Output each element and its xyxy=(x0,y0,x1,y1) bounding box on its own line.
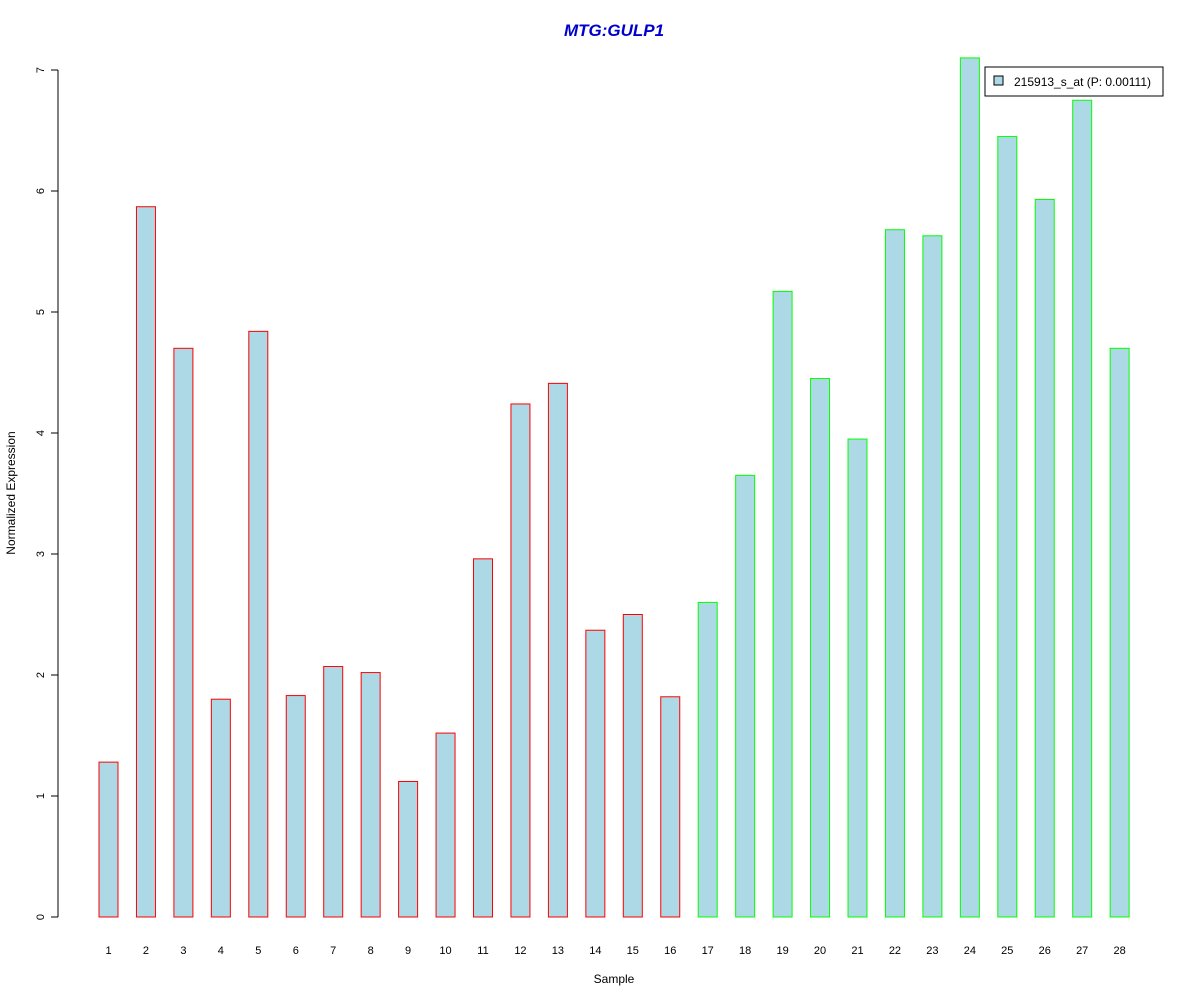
y-tick-label: 6 xyxy=(35,188,47,194)
x-tick-label: 17 xyxy=(702,945,714,957)
chart-title: MTG:GULP1 xyxy=(564,21,664,40)
bar-sample-8 xyxy=(360,672,381,918)
bar-sample-14 xyxy=(585,629,606,918)
x-axis-label: Sample xyxy=(594,972,635,986)
bars-group xyxy=(98,57,1130,918)
y-tick-label: 5 xyxy=(35,309,47,315)
x-tick-label: 13 xyxy=(552,945,564,957)
y-axis-label: Normalized Expression xyxy=(4,431,18,554)
bar-sample-13 xyxy=(547,382,568,918)
x-tick-label: 20 xyxy=(814,945,826,957)
bar-sample-9 xyxy=(398,780,419,918)
x-tick-label: 5 xyxy=(255,945,261,957)
bar-sample-17 xyxy=(697,601,718,918)
bar-sample-26 xyxy=(1034,198,1055,918)
y-tick-label: 1 xyxy=(35,793,47,799)
x-tick-label: 9 xyxy=(405,945,411,957)
y-tick-label: 7 xyxy=(35,67,47,73)
x-tick-label: 15 xyxy=(627,945,639,957)
bar-sample-4 xyxy=(210,698,231,918)
x-tick-label: 16 xyxy=(664,945,676,957)
x-tick-label: 19 xyxy=(776,945,788,957)
bar-sample-15 xyxy=(622,614,643,918)
x-tick-label: 24 xyxy=(964,945,976,957)
x-tick-label: 14 xyxy=(589,945,601,957)
x-tick-label: 26 xyxy=(1039,945,1051,957)
bar-sample-18 xyxy=(735,474,756,918)
bar-sample-12 xyxy=(510,403,531,918)
legend-label: 215913_s_at (P: 0.00111) xyxy=(1014,75,1151,89)
legend-box xyxy=(984,66,1164,97)
x-tick-label: 25 xyxy=(1001,945,1013,957)
y-tick-label: 4 xyxy=(35,430,47,436)
x-tick-label: 11 xyxy=(477,945,488,957)
bar-sample-24 xyxy=(959,57,980,918)
y-axis: 0 1 2 3 4 5 6 7 xyxy=(35,67,59,920)
bar-sample-25 xyxy=(997,136,1018,918)
x-tick-label: 1 xyxy=(105,945,111,957)
bar-sample-16 xyxy=(660,696,681,918)
bar-sample-11 xyxy=(473,558,493,918)
x-tick-label: 2 xyxy=(143,945,149,957)
bar-sample-28 xyxy=(1109,347,1130,918)
x-tick-label: 28 xyxy=(1114,945,1126,957)
x-tick-label: 10 xyxy=(439,945,451,957)
bar-sample-6 xyxy=(285,695,306,918)
bar-sample-7 xyxy=(323,666,344,918)
y-tick-label: 3 xyxy=(35,551,47,557)
x-tick-label: 18 xyxy=(739,945,751,957)
bar-sample-20 xyxy=(810,378,831,918)
x-tick-label: 27 xyxy=(1076,945,1088,957)
bar-sample-21 xyxy=(847,438,868,918)
bar-sample-10 xyxy=(435,732,456,918)
y-tick-label: 2 xyxy=(35,672,47,678)
bar-sample-5 xyxy=(248,330,269,918)
x-tick-label: 7 xyxy=(330,945,336,957)
bar-sample-27 xyxy=(1072,99,1093,918)
bar-sample-19 xyxy=(772,290,793,918)
legend-swatch xyxy=(993,75,1004,86)
x-tick-label: 6 xyxy=(293,945,299,957)
bar-sample-22 xyxy=(884,229,905,918)
bar-sample-1 xyxy=(98,761,119,918)
x-tick-label: 23 xyxy=(926,945,938,957)
bar-sample-2 xyxy=(135,206,156,918)
x-tick-label: 8 xyxy=(368,945,374,957)
legend: 215913_s_at (P: 0.00111) xyxy=(984,66,1164,97)
x-tick-label: 12 xyxy=(514,945,526,957)
y-tick-label: 0 xyxy=(35,914,47,920)
x-tick-label: 4 xyxy=(218,945,224,957)
x-tick-label: 3 xyxy=(180,945,186,957)
x-tick-labels: 1 2 3 4 5 6 7 8 9 10 11 12 13 14 15 16 17 18 19 20 21 22 23 24 2… xyxy=(105,945,1125,957)
x-tick-label: 22 xyxy=(889,945,901,957)
x-tick-label: 21 xyxy=(851,945,863,957)
bar-sample-3 xyxy=(173,347,194,918)
bar-sample-23 xyxy=(922,235,943,918)
